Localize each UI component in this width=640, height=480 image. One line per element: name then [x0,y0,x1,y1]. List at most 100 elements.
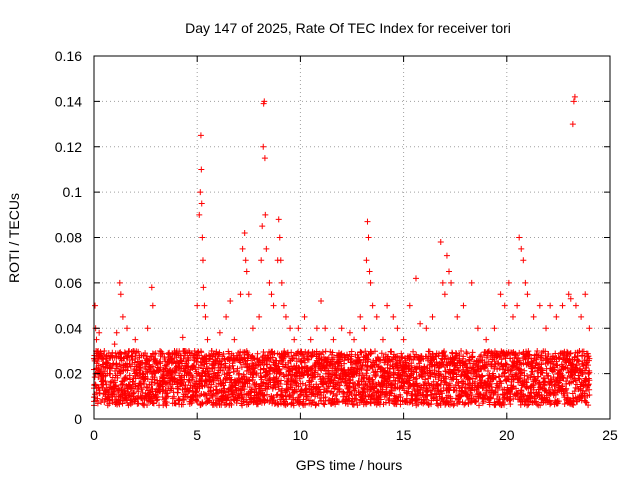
roti-point [494,366,501,373]
roti-point [555,354,562,361]
roti-point [127,401,134,408]
chart-title: Day 147 of 2025, Rate Of TEC Index for r… [185,20,511,36]
roti-point [166,349,173,356]
roti-point [92,381,99,388]
roti-point [509,349,516,356]
y-tick-label: 0.16 [55,48,82,64]
roti-point [403,395,410,402]
roti-point [575,358,582,365]
roti-point [104,359,111,366]
roti-peak-point [148,284,155,291]
roti-point [185,357,192,364]
roti-peak-point [547,302,554,309]
roti-point [359,371,366,378]
y-tick-label: 0.12 [55,139,82,155]
roti-point [276,370,283,377]
roti-peak-point [202,313,209,320]
roti-point [579,352,586,359]
roti-point [226,369,233,376]
roti-point [298,364,305,371]
roti-point [576,376,583,383]
roti-peak-point [249,325,256,332]
roti-point [164,390,171,397]
roti-point [94,395,101,402]
roti-point [124,367,131,374]
roti-peak-point [351,336,358,343]
roti-point [479,373,486,380]
roti-point [289,356,296,363]
roti-point [462,358,469,365]
roti-point [586,355,593,362]
roti-point [189,374,196,381]
roti-point [533,398,540,405]
roti-point [118,367,125,374]
roti-point [125,388,132,395]
roti-peak-point [98,366,105,373]
roti-point [518,387,525,394]
roti-point [344,352,351,359]
roti-point [574,357,581,364]
roti-peak-point [390,313,397,320]
roti-peak-point [276,234,283,241]
roti-peak-point [199,257,206,264]
roti-point [121,349,128,356]
roti-point [359,362,366,369]
roti-point [278,377,285,384]
y-tick-label: 0.08 [55,230,82,246]
roti-point [144,402,151,409]
roti-point [439,395,446,402]
roti-point [246,378,253,385]
roti-point [234,365,241,372]
roti-peak-point [262,211,269,218]
roti-point [264,361,271,368]
x-tick-label: 15 [396,427,412,443]
roti-peak-point [132,336,139,343]
roti-point [159,383,166,390]
roti-point [179,379,186,386]
roti-point [567,350,574,357]
roti-point [304,393,311,400]
roti-point [193,388,200,395]
roti-peak-point [357,313,364,320]
roti-point [325,354,332,361]
roti-point [516,357,523,364]
roti-point [545,350,552,357]
roti-point [119,400,126,407]
roti-peak-point [231,336,238,343]
roti-point [222,360,229,367]
y-tick-label: 0.04 [55,320,82,336]
roti-point [260,392,267,399]
roti-point [433,400,440,407]
roti-point [102,378,109,385]
roti-point [524,372,531,379]
roti-peak-point [241,229,248,236]
roti-point [241,373,248,380]
roti-point [352,369,359,376]
roti-peak-point [406,302,413,309]
roti-point [349,364,356,371]
roti-peak-point [412,275,419,282]
roti-peak-point [291,336,298,343]
roti-point [281,354,288,361]
roti-peak-point [448,279,455,286]
roti-point [536,380,543,387]
y-axis-label: ROTI / TECUs [6,193,22,283]
roti-point [586,369,593,376]
roti-peak-point [157,347,164,354]
roti-point [579,360,586,367]
roti-point [272,384,279,391]
roti-peak-point [239,245,246,252]
roti-point [335,399,342,406]
roti-point [238,395,245,402]
roti-point [527,389,534,396]
roti-point [316,373,323,380]
roti-point [402,359,409,366]
roti-peak-point [363,257,370,264]
roti-point [492,388,499,395]
roti-point [334,398,341,405]
roti-peak-point [446,268,453,275]
roti-point [452,350,459,357]
roti-point [168,385,175,392]
roti-point [286,393,293,400]
roti-point [571,388,578,395]
